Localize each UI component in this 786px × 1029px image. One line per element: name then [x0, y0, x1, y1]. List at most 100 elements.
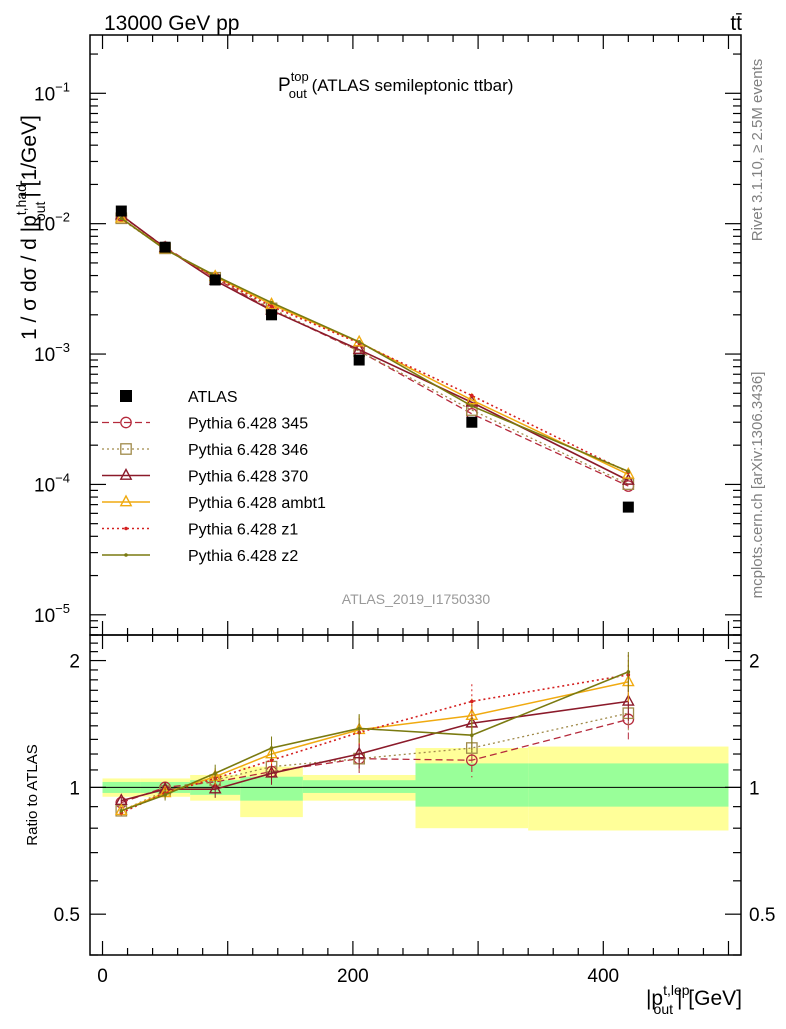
legend-entry-p345: Pythia 6.428 345: [102, 416, 308, 433]
ratio-point-z2: [626, 670, 631, 674]
data-point: [159, 241, 171, 253]
ratio-point-z1: [470, 699, 474, 704]
x-tick-label: 0: [97, 966, 108, 987]
main-point-ambt1: [465, 392, 479, 405]
header-process-label: tt̄: [730, 12, 742, 35]
band-stat-uncertainty: [240, 776, 303, 801]
data-point: [115, 205, 127, 217]
legend-label: Pythia 6.428 345: [188, 416, 308, 433]
main-y-tick-label: 10−2: [34, 210, 70, 236]
legend-label: Pythia 6.428 z1: [188, 522, 298, 539]
ratio-point-p370: [208, 781, 222, 794]
main-line-z1: [120, 218, 629, 473]
main-point-z2: [119, 216, 124, 221]
plot-title-rest: (ATLAS semileptonic ttbar): [307, 76, 514, 95]
plot-title-sup: top: [291, 69, 309, 84]
x-label-pre: |p: [646, 987, 663, 1010]
legend-label: ATLAS: [188, 389, 238, 406]
series-ambt1: [114, 210, 635, 816]
main-y-tick-label: 10−3: [34, 340, 70, 366]
main-y-label-sub: out: [32, 202, 48, 222]
main-y-label-post: | [1/GeV]: [18, 115, 41, 198]
tick-base: 10: [34, 475, 55, 496]
ratio-y-axis-label: Ratio to ATLAS: [24, 744, 41, 845]
legend-entry-p370: Pythia 6.428 370: [102, 468, 308, 486]
ratio-point-z2: [470, 733, 474, 738]
legend-marker-z1: [124, 526, 128, 531]
legend-label: Pythia 6.428 ambt1: [188, 495, 326, 512]
tick-exponent: −2: [55, 210, 70, 225]
tick-exponent: −4: [55, 470, 70, 485]
mcplots-label: mcplots.cern.ch [arXiv:1306.3436]: [749, 372, 766, 599]
ratio-y-tick-label-right: 1: [749, 778, 760, 799]
rivet-version-label: Rivet 3.1.10, ≥ 2.5M events: [749, 59, 766, 242]
tick-exponent: −1: [55, 79, 70, 94]
main-panel-frame: [89, 34, 742, 636]
ratio-y-tick-label-left: 2: [69, 652, 80, 673]
main-point-p370: [352, 342, 366, 355]
main-y-tick-label: 10−1: [34, 79, 70, 105]
ratio-point-p370: [352, 746, 366, 759]
legend-entry-ambt1: Pythia 6.428 ambt1: [102, 494, 326, 512]
ratio-point-p370: [621, 693, 635, 706]
main-point-z1: [269, 304, 274, 309]
tick-base: 10: [34, 215, 55, 236]
ratio-point-z2: [269, 746, 274, 750]
ratio-point-p370: [265, 765, 278, 778]
series-data: [115, 205, 634, 513]
x-label-post: | [GeV]: [677, 987, 742, 1010]
x-axis-label: |pt,lep out | [GeV]: [646, 982, 742, 1017]
main-line-z2: [120, 217, 629, 473]
ratio-y-tick-label-left: 0.5: [54, 905, 80, 926]
tick-exponent: −5: [55, 601, 70, 616]
legend-entry-p346: Pythia 6.428 346: [102, 442, 308, 459]
legend-label: Pythia 6.428 z2: [188, 548, 298, 565]
series-z1: [119, 217, 631, 816]
plot-title-sub: out: [289, 86, 307, 101]
legend-marker-p370: [119, 468, 133, 480]
ratio-point-z2: [163, 793, 167, 797]
tick-exponent: −3: [55, 340, 70, 355]
main-y-axis-label: 1 / σ dσ / d |pt,had out | [1/GeV]: [13, 115, 48, 340]
data-point: [266, 309, 278, 321]
main-point-ambt1: [621, 467, 635, 479]
ratio-point-z2: [213, 771, 217, 776]
tick-base: 10: [34, 84, 55, 105]
plot-title-main: P: [278, 75, 291, 96]
legend-marker-data: [120, 390, 132, 402]
analysis-reference: ATLAS_2019_I1750330: [342, 591, 491, 607]
legend-label: Pythia 6.428 346: [188, 442, 308, 459]
legend: ATLAS Pythia 6.428 345 Pythia 6.428 346 Pyt…: [102, 389, 326, 565]
ratio-y-tick-label-right: 0.5: [749, 905, 775, 926]
main-line-p370: [120, 214, 629, 482]
main-y-tick-label: 10−4: [34, 470, 70, 496]
x-tick-label: 200: [337, 966, 369, 987]
x-label-sub: out: [654, 1001, 674, 1017]
ratio-panel-frame: [89, 634, 742, 956]
series-layer: [114, 205, 635, 817]
legend-marker-p345: [120, 416, 132, 429]
main-point-z1: [470, 393, 474, 398]
data-point: [209, 274, 221, 286]
ratio-point-z2: [119, 808, 124, 813]
data-point: [353, 354, 365, 366]
main-y-label-sup: t,had: [13, 184, 29, 215]
ratio-point-p345: [465, 754, 478, 767]
ratio-y-tick-label-right: 2: [749, 652, 760, 673]
main-point-ambt1: [114, 210, 128, 223]
legend-entry-z2: Pythia 6.428 z2: [102, 548, 298, 565]
band-stat-uncertainty: [528, 763, 729, 807]
main-point-z2: [626, 469, 631, 474]
x-tick-label: 400: [587, 966, 619, 987]
legend-marker-z2: [124, 553, 128, 557]
main-point-z2: [470, 404, 474, 408]
x-label-sup: t,lep: [663, 982, 690, 998]
main-line-ambt1: [120, 217, 629, 476]
legend-label: Pythia 6.428 370: [188, 469, 308, 486]
band-stat-uncertainty: [302, 780, 416, 793]
main-point-z2: [357, 339, 361, 344]
main-point-z2: [269, 300, 274, 305]
tick-base: 10: [34, 606, 55, 627]
